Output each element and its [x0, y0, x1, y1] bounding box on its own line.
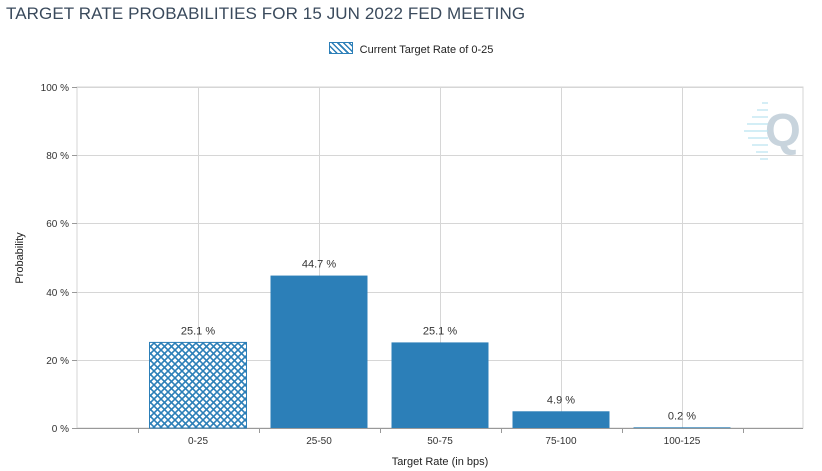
- x-tick-label: 50-75: [427, 436, 453, 447]
- q-logo-icon: Q: [744, 102, 801, 160]
- x-tick-label: 25-50: [306, 436, 332, 447]
- bar-100-125[interactable]: [633, 427, 731, 429]
- x-tick-label: 75-100: [545, 436, 577, 447]
- y-tick-label: 100 %: [41, 83, 69, 94]
- data-label: 4.9 %: [547, 394, 575, 406]
- y-axis-title: Probability: [14, 232, 26, 284]
- x-tick-label: 100-125: [664, 436, 701, 447]
- bar-75-100[interactable]: [512, 411, 610, 428]
- data-label: 44.7 %: [302, 259, 336, 271]
- svg-text:Q: Q: [765, 104, 801, 156]
- legend-label: Current Target Rate of 0-25: [359, 44, 494, 56]
- y-tick-label: 40 %: [46, 288, 69, 299]
- legend[interactable]: Current Target Rate of 0-25: [0, 42, 822, 56]
- data-label: 0.2 %: [668, 410, 696, 422]
- legend-swatch-hatched: [328, 42, 353, 54]
- bar-0-25[interactable]: [149, 341, 247, 429]
- y-tick-label: 20 %: [46, 356, 69, 367]
- data-label: 25.1 %: [423, 325, 457, 337]
- y-tick-label: 0 %: [52, 424, 69, 435]
- chart-title: TARGET RATE PROBABILITIES FOR 15 JUN 202…: [6, 4, 526, 23]
- x-tick-label: 0-25: [188, 436, 208, 447]
- bar-50-75[interactable]: [391, 342, 489, 428]
- y-tick-label: 80 %: [46, 151, 69, 162]
- data-label: 25.1 %: [181, 325, 215, 337]
- x-axis-title: Target Rate (in bps): [392, 456, 489, 468]
- y-tick-label: 60 %: [46, 219, 69, 230]
- bar-25-50[interactable]: [270, 275, 368, 428]
